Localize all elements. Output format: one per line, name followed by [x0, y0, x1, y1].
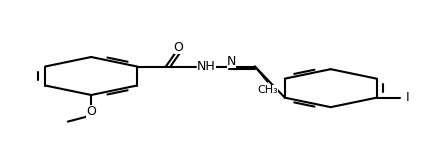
Text: N: N: [227, 55, 236, 68]
Text: I: I: [406, 91, 410, 104]
Text: O: O: [86, 105, 96, 118]
Text: CH₃: CH₃: [257, 85, 278, 95]
Text: NH: NH: [197, 60, 215, 73]
Text: O: O: [174, 41, 184, 54]
